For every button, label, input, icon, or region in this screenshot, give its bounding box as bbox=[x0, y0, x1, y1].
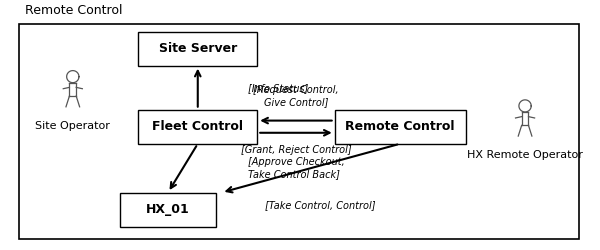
Text: [Take Control, Control]: [Take Control, Control] bbox=[265, 200, 375, 210]
Text: Site Operator: Site Operator bbox=[35, 120, 110, 130]
Text: Fleet Control: Fleet Control bbox=[152, 120, 243, 133]
Text: Site Server: Site Server bbox=[158, 42, 237, 55]
FancyBboxPatch shape bbox=[138, 32, 257, 66]
Text: Remote Control: Remote Control bbox=[346, 120, 455, 133]
FancyBboxPatch shape bbox=[138, 110, 257, 144]
FancyBboxPatch shape bbox=[19, 24, 578, 239]
Text: [Approve Checkout,
Take Control Back]: [Approve Checkout, Take Control Back] bbox=[248, 157, 345, 179]
Text: Remote Control: Remote Control bbox=[25, 4, 122, 17]
Text: HX_01: HX_01 bbox=[146, 203, 190, 216]
FancyBboxPatch shape bbox=[335, 110, 466, 144]
Text: [Grant, Reject Control]: [Grant, Reject Control] bbox=[241, 145, 351, 155]
Text: [Info Status]: [Info Status] bbox=[248, 83, 308, 93]
Text: [Request Control,
Give Control]: [Request Control, Give Control] bbox=[253, 86, 339, 107]
FancyBboxPatch shape bbox=[121, 192, 215, 227]
Text: HX Remote Operator: HX Remote Operator bbox=[467, 150, 583, 160]
